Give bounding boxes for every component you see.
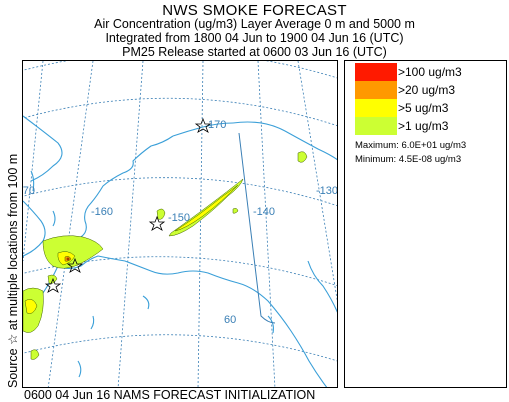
- legend-item-1: >1 ug/m3: [355, 117, 500, 135]
- grid-label-neg160: -160: [91, 206, 113, 218]
- source-label-text: Source ☆ at multiple locations from 100 …: [6, 154, 20, 388]
- legend-swatch-20: [355, 81, 397, 99]
- legend-label-100: >100 ug/m3: [398, 65, 462, 79]
- source-star: [66, 257, 84, 273]
- source-star: [194, 117, 212, 133]
- grid-label-neg130: -130: [316, 185, 338, 197]
- forecast-initialization-label: 0600 04 Jun 16 NAMS FORECAST INITIALIZAT…: [24, 388, 316, 402]
- legend-swatch-5: [355, 99, 397, 117]
- grid-label-neg150: -150: [168, 212, 190, 224]
- grid-label-neg140: -140: [253, 206, 275, 218]
- border-line: [238, 132, 276, 324]
- concentration-layer-line: Air Concentration (ug/m3) Layer Average …: [94, 17, 415, 31]
- source-star: [44, 277, 62, 293]
- legend-item-100: >100 ug/m3: [355, 63, 500, 81]
- smoke-map: 170 -170 -160 -150 -140 -130 60: [22, 60, 338, 388]
- legend-label-5: >5 ug/m3: [398, 101, 449, 115]
- grid-label-170: 170: [208, 119, 226, 131]
- grid-label-60: 60: [224, 314, 236, 326]
- legend-swatch-1: [355, 117, 397, 135]
- forecast-title: NWS SMOKE FORECAST: [162, 2, 347, 19]
- concentration-legend: >100 ug/m3 >20 ug/m3 >5 ug/m3 >1 ug/m3 M…: [344, 60, 507, 388]
- release-start-line: PM25 Release started at 0600 03 Jun 16 (…: [122, 45, 387, 59]
- legend-item-5: >5 ug/m3: [355, 99, 500, 117]
- longitude-lines: [23, 61, 337, 387]
- minimum-value: Minimum: 4.5E-08 ug/m3: [355, 154, 462, 165]
- maximum-value: Maximum: 6.0E+01 ug/m3: [355, 140, 467, 151]
- smoke-plumes: [23, 151, 308, 360]
- legend-swatch-100: [355, 63, 397, 81]
- grid-label-neg170: -170: [23, 185, 35, 197]
- source-star-markers: [44, 117, 212, 293]
- source-star: [148, 215, 166, 231]
- legend-label-20: >20 ug/m3: [398, 83, 456, 97]
- legend-label-1: >1 ug/m3: [398, 119, 449, 133]
- integration-period-line: Integrated from 1800 04 Jun to 1900 04 J…: [105, 31, 404, 45]
- source-side-label: Source ☆ at multiple locations from 100 …: [3, 60, 23, 388]
- legend-item-20: >20 ug/m3: [355, 81, 500, 99]
